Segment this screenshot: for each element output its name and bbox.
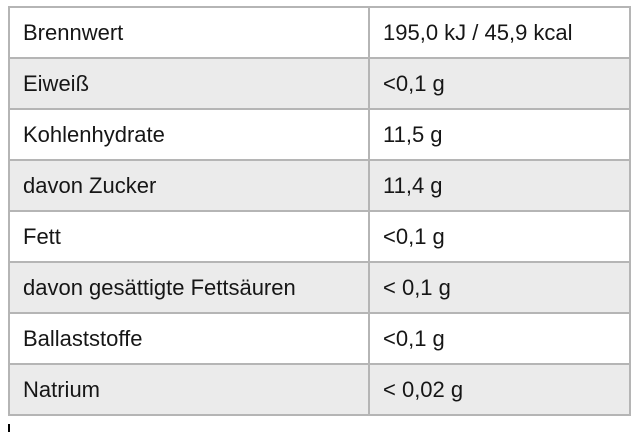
nutrient-name-cell[interactable]: davon gesättigte Fettsäuren: [8, 261, 370, 314]
nutrient-name-cell[interactable]: Brennwert: [8, 6, 370, 59]
table-row: davon Zucker 11,4 g: [8, 159, 631, 212]
table-row: davon gesättigte Fettsäuren < 0,1 g: [8, 261, 631, 314]
table-row: Brennwert 195,0 kJ / 45,9 kcal: [8, 6, 631, 59]
nutrient-value-cell[interactable]: 11,4 g: [368, 159, 631, 212]
nutrient-value-cell[interactable]: < 0,02 g: [368, 363, 631, 416]
nutrient-value-cell[interactable]: 11,5 g: [368, 108, 631, 161]
nutrient-name-cell[interactable]: Kohlenhydrate: [8, 108, 370, 161]
table-row: Fett <0,1 g: [8, 210, 631, 263]
table-row: Kohlenhydrate 11,5 g: [8, 108, 631, 161]
nutrient-name-cell[interactable]: davon Zucker: [8, 159, 370, 212]
table-row: Ballaststoffe <0,1 g: [8, 312, 631, 365]
nutrient-name-cell[interactable]: Natrium: [8, 363, 370, 416]
text-cursor: [8, 424, 10, 432]
nutrient-name-cell[interactable]: Fett: [8, 210, 370, 263]
nutrient-name-cell[interactable]: Ballaststoffe: [8, 312, 370, 365]
nutrient-value-cell[interactable]: <0,1 g: [368, 57, 631, 110]
nutrition-table: Brennwert 195,0 kJ / 45,9 kcal Eiweiß <0…: [8, 6, 631, 416]
nutrient-name-cell[interactable]: Eiweiß: [8, 57, 370, 110]
nutrient-value-cell[interactable]: < 0,1 g: [368, 261, 631, 314]
table-row: Eiweiß <0,1 g: [8, 57, 631, 110]
nutrient-value-cell[interactable]: 195,0 kJ / 45,9 kcal: [368, 6, 631, 59]
nutrient-value-cell[interactable]: <0,1 g: [368, 210, 631, 263]
table-row: Natrium < 0,02 g: [8, 363, 631, 416]
nutrient-value-cell[interactable]: <0,1 g: [368, 312, 631, 365]
